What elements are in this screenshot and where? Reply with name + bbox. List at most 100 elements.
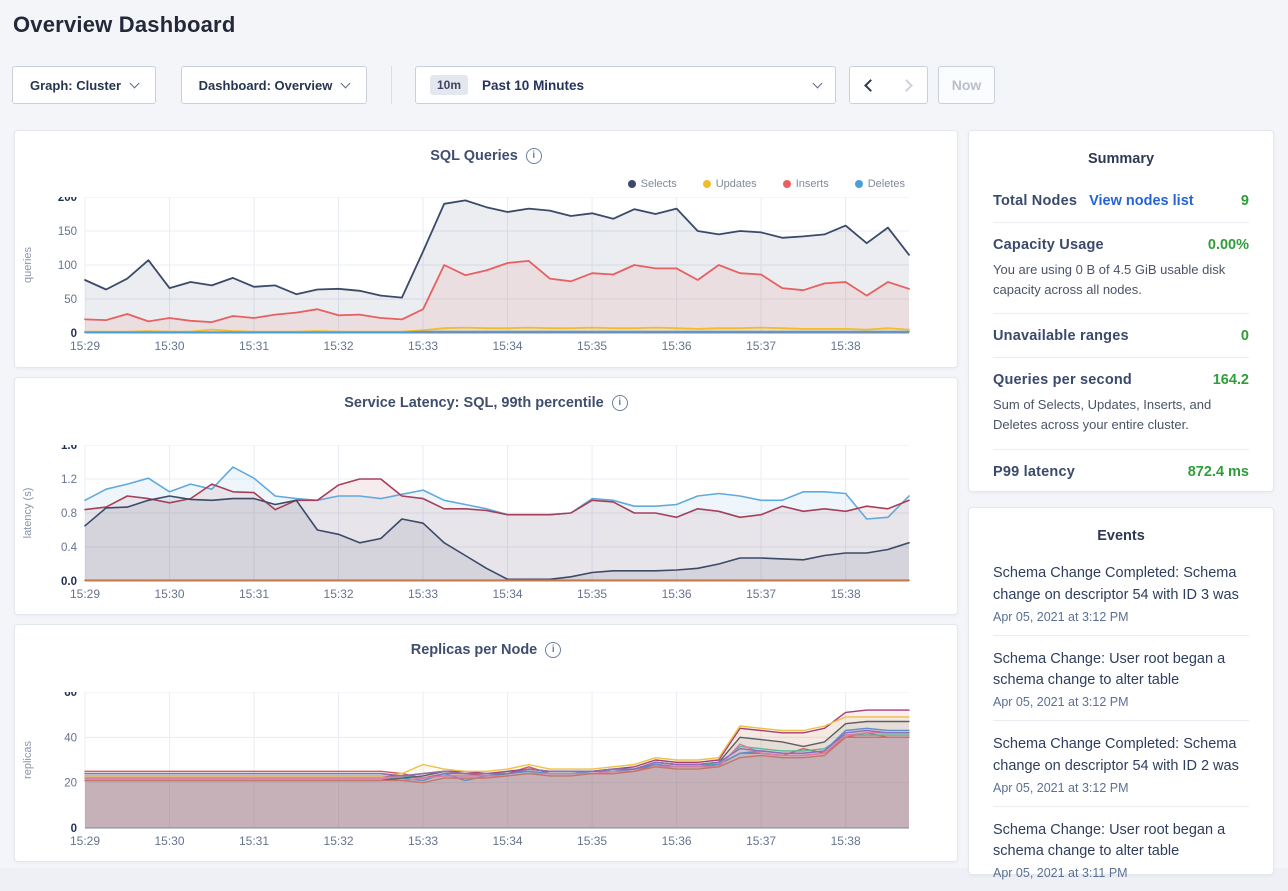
svg-text:15:32: 15:32 xyxy=(324,339,354,353)
dashboard-dropdown[interactable]: Dashboard: Overview xyxy=(181,66,367,104)
svg-text:15:29: 15:29 xyxy=(70,339,100,353)
event-list-item: Schema Change Completed: Schema change o… xyxy=(993,721,1249,807)
event-list-item: Schema Change: User root began a schema … xyxy=(993,807,1249,891)
legend-item: Updates xyxy=(703,178,757,190)
svg-text:1.6: 1.6 xyxy=(61,445,77,452)
svg-text:15:38: 15:38 xyxy=(831,339,861,353)
dashboard-dropdown-label: Dashboard: Overview xyxy=(199,78,333,93)
svg-text:15:37: 15:37 xyxy=(746,339,776,353)
legend-label: Updates xyxy=(716,178,757,190)
summary-panel: Summary Total Nodes View nodes list 9 Ca… xyxy=(968,130,1274,492)
graph-dropdown[interactable]: Graph: Cluster xyxy=(12,66,156,104)
svg-text:150: 150 xyxy=(58,226,77,238)
svg-text:100: 100 xyxy=(58,260,77,272)
svg-text:0.0: 0.0 xyxy=(61,576,77,588)
summary-row-value: 0 xyxy=(1241,328,1249,344)
time-range-picker[interactable]: 10m Past 10 Minutes xyxy=(415,66,836,104)
info-icon[interactable]: i xyxy=(545,642,561,658)
svg-text:15:32: 15:32 xyxy=(324,587,354,601)
svg-text:15:33: 15:33 xyxy=(408,339,438,353)
svg-text:15:34: 15:34 xyxy=(493,339,523,353)
event-timestamp: Apr 05, 2021 at 3:12 PM xyxy=(993,695,1249,709)
page-title: Overview Dashboard xyxy=(13,12,235,38)
svg-text:15:35: 15:35 xyxy=(577,587,607,601)
summary-row-value: 164.2 xyxy=(1213,372,1249,388)
chevron-down-icon xyxy=(130,79,140,89)
info-icon[interactable]: i xyxy=(526,148,542,164)
svg-text:15:34: 15:34 xyxy=(493,587,523,601)
chevron-right-icon xyxy=(900,79,913,92)
svg-text:0.4: 0.4 xyxy=(61,542,78,554)
now-button[interactable]: Now xyxy=(938,66,995,104)
svg-text:latency (s): latency (s) xyxy=(22,488,34,539)
time-range-badge: 10m xyxy=(430,75,468,95)
event-timestamp: Apr 05, 2021 at 3:11 PM xyxy=(993,866,1249,880)
event-text: Schema Change Completed: Schema change o… xyxy=(993,734,1249,778)
svg-text:15:29: 15:29 xyxy=(70,587,100,601)
legend-dot-icon xyxy=(628,180,636,188)
legend-label: Deletes xyxy=(868,178,905,190)
summary-row: Total Nodes View nodes list 9 xyxy=(993,179,1249,222)
svg-text:15:34: 15:34 xyxy=(493,834,523,848)
svg-text:15:35: 15:35 xyxy=(577,339,607,353)
event-timestamp: Apr 05, 2021 at 3:12 PM xyxy=(993,610,1249,624)
svg-text:15:36: 15:36 xyxy=(662,834,692,848)
sql-queries-panel: SQL Queries i Selects Updates Inserts De… xyxy=(14,130,958,368)
svg-text:0: 0 xyxy=(71,823,77,835)
event-timestamp: Apr 05, 2021 at 3:12 PM xyxy=(993,781,1249,795)
summary-row: Unavailable ranges 0 xyxy=(993,313,1249,357)
legend-item: Deletes xyxy=(855,178,905,190)
event-text: Schema Change: User root began a schema … xyxy=(993,649,1249,693)
svg-text:15:32: 15:32 xyxy=(324,834,354,848)
svg-text:15:37: 15:37 xyxy=(746,834,776,848)
summary-row-label: Capacity Usage xyxy=(993,237,1104,253)
svg-text:1.2: 1.2 xyxy=(61,474,77,486)
svg-text:15:33: 15:33 xyxy=(408,834,438,848)
view-nodes-link[interactable]: View nodes list xyxy=(1089,193,1194,209)
summary-row: P99 latency 872.4 ms xyxy=(993,449,1249,493)
events-panel: Events Schema Change Completed: Schema c… xyxy=(968,507,1274,875)
toolbar-divider xyxy=(391,66,392,104)
svg-text:queries: queries xyxy=(22,246,34,283)
svg-text:20: 20 xyxy=(64,778,77,790)
svg-text:40: 40 xyxy=(64,732,77,744)
time-prev-button[interactable] xyxy=(849,66,889,104)
svg-text:15:35: 15:35 xyxy=(577,834,607,848)
summary-row-value: 9 xyxy=(1241,193,1249,209)
legend-label: Selects xyxy=(641,178,677,190)
time-next-button[interactable] xyxy=(888,66,928,104)
replicas-per-node-title: Replicas per Node xyxy=(411,642,538,658)
event-text: Schema Change: User root began a schema … xyxy=(993,820,1249,864)
svg-text:15:38: 15:38 xyxy=(831,587,861,601)
chevron-down-icon xyxy=(813,79,823,89)
svg-text:15:33: 15:33 xyxy=(408,587,438,601)
summary-row: Capacity Usage 0.00% You are using 0 B o… xyxy=(993,222,1249,313)
event-text: Schema Change Completed: Schema change o… xyxy=(993,563,1249,607)
svg-text:15:31: 15:31 xyxy=(239,339,269,353)
legend-dot-icon xyxy=(703,180,711,188)
svg-text:15:31: 15:31 xyxy=(239,587,269,601)
svg-text:replicas: replicas xyxy=(22,741,34,779)
legend-item: Inserts xyxy=(783,178,829,190)
legend-dot-icon xyxy=(855,180,863,188)
events-title: Events xyxy=(969,528,1273,544)
chevron-left-icon xyxy=(864,79,877,92)
summary-row-value: 872.4 ms xyxy=(1188,464,1249,480)
summary-row-label: Queries per second xyxy=(993,372,1132,388)
event-list-item: Schema Change: User root began a schema … xyxy=(993,636,1249,722)
svg-text:15:30: 15:30 xyxy=(154,834,184,848)
service-latency-panel: Service Latency: SQL, 99th percentile i … xyxy=(14,377,958,615)
svg-text:15:31: 15:31 xyxy=(239,834,269,848)
legend-label: Inserts xyxy=(796,178,829,190)
event-list-item: Schema Change Completed: Schema change o… xyxy=(993,550,1249,636)
summary-row: Queries per second 164.2 Sum of Selects,… xyxy=(993,357,1249,448)
info-icon[interactable]: i xyxy=(612,395,628,411)
summary-row-value: 0.00% xyxy=(1208,237,1249,253)
service-latency-title: Service Latency: SQL, 99th percentile xyxy=(344,395,604,411)
legend-item: Selects xyxy=(628,178,677,190)
summary-row-note: Sum of Selects, Updates, Inserts, and De… xyxy=(993,395,1249,435)
graph-dropdown-label: Graph: Cluster xyxy=(30,78,121,93)
